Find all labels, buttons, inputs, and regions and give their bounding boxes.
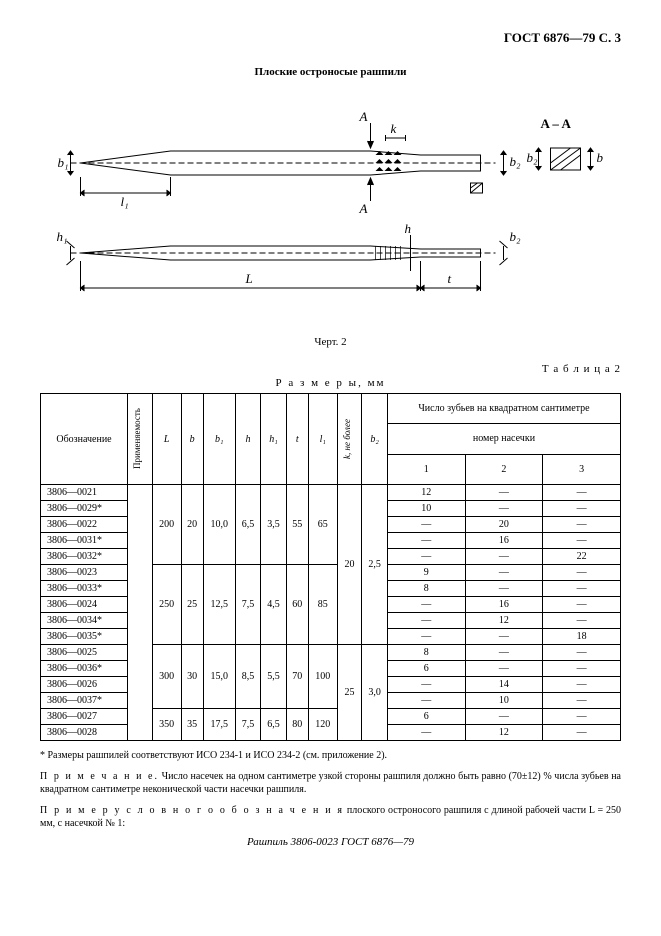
col-h: h <box>235 394 260 485</box>
technical-drawing: A A k b₁ l₁ b₂ A – A b b₂ h₁ h b₂ L t <box>40 93 621 323</box>
svg-text:A – A: A – A <box>541 116 572 131</box>
svg-text:b₂: b₂ <box>527 150 539 165</box>
col-applicability: Применяемость <box>128 394 153 485</box>
col-teeth: Число зубьев на квадратном сантиметре <box>387 394 620 424</box>
svg-text:k: k <box>391 121 397 136</box>
table-number: Т а б л и ц а 2 <box>40 363 621 375</box>
footnote-star: * Размеры рашпилей соответствуют ИСО 234… <box>40 749 621 762</box>
col-notch: номер насечки <box>387 424 620 454</box>
svg-text:b: b <box>597 150 604 165</box>
footnote-note: П р и м е ч а н и е. Число насечек на од… <box>40 770 621 796</box>
svg-text:A: A <box>359 109 368 124</box>
col-n3: 3 <box>543 454 621 484</box>
svg-text:b₁: b₁ <box>58 155 69 170</box>
svg-text:L: L <box>245 271 253 286</box>
svg-text:l₁: l₁ <box>121 194 129 209</box>
col-t: t <box>286 394 308 485</box>
col-b1: b₁ <box>203 394 235 485</box>
svg-text:A: A <box>359 201 368 216</box>
col-n2: 2 <box>465 454 543 484</box>
col-h1: h₁ <box>261 394 286 485</box>
col-k: k, не более <box>337 394 362 485</box>
dimensions-label: Р а з м е р ы, мм <box>40 377 621 389</box>
col-designation: Обозначение <box>41 394 128 485</box>
figure-caption: Черт. 2 <box>40 336 621 348</box>
col-l1: l₁ <box>308 394 337 485</box>
col-L: L <box>152 394 181 485</box>
example-designation: Рашпиль 3806-0023 ГОСТ 6876—79 <box>40 836 621 848</box>
svg-text:b₂: b₂ <box>510 229 522 244</box>
col-b2: b₂ <box>362 394 387 485</box>
svg-text:h₁: h₁ <box>57 229 68 244</box>
section-title: Плоские остроносые рашпили <box>40 66 621 78</box>
page-header: ГОСТ 6876—79 С. 3 <box>40 30 621 46</box>
dimensions-table: Обозначение Применяемость L b b₁ h h₁ t … <box>40 393 621 741</box>
col-n1: 1 <box>387 454 465 484</box>
svg-text:h: h <box>405 221 412 236</box>
svg-text:t: t <box>448 271 452 286</box>
col-b: b <box>181 394 203 485</box>
table-row: 3806—00212002010,06,53,55565202,512—— <box>41 485 621 501</box>
svg-text:b₂: b₂ <box>510 154 522 169</box>
footnote-example: П р и м е р у с л о в н о г о о б о з н … <box>40 804 621 830</box>
